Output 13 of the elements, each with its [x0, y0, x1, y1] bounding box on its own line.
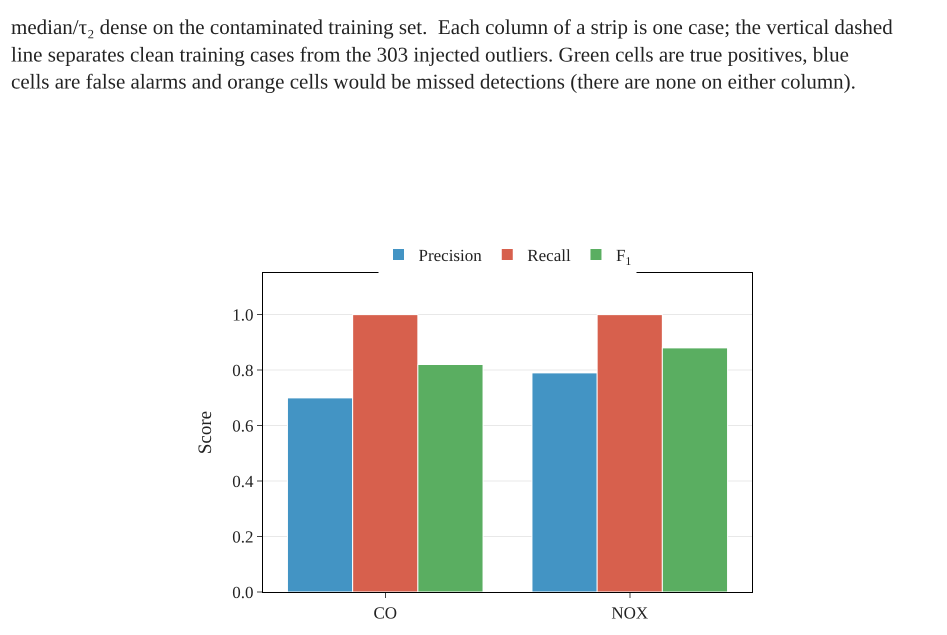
y-tick-label: 0.2 [232, 527, 254, 546]
x-tick-label: NOX [611, 604, 648, 622]
y-tick-label: 0.0 [232, 582, 254, 602]
legend-label: Precision [418, 246, 482, 266]
legend-label: Recall [527, 246, 571, 266]
y-tick-label: 1.0 [232, 306, 254, 325]
text: median/τ₂ dense on the contaminated training set. Each column of a strip is one case; the vertical dashed line separates clean training cases from the 303 injected outliers. Green cells are true positives, blue cells are false alarms and orange cells would be missed detections (there are none on either column). [11, 15, 894, 94]
y-tick-label: 0.4 [232, 472, 254, 491]
legend-label: F$_{1}$ [616, 246, 632, 268]
y-tick-label: 0.6 [232, 416, 254, 436]
x-tick-label: CO [373, 604, 398, 622]
y-axis-title: Score [195, 410, 216, 454]
y-tick-label: 0.8 [232, 361, 254, 380]
